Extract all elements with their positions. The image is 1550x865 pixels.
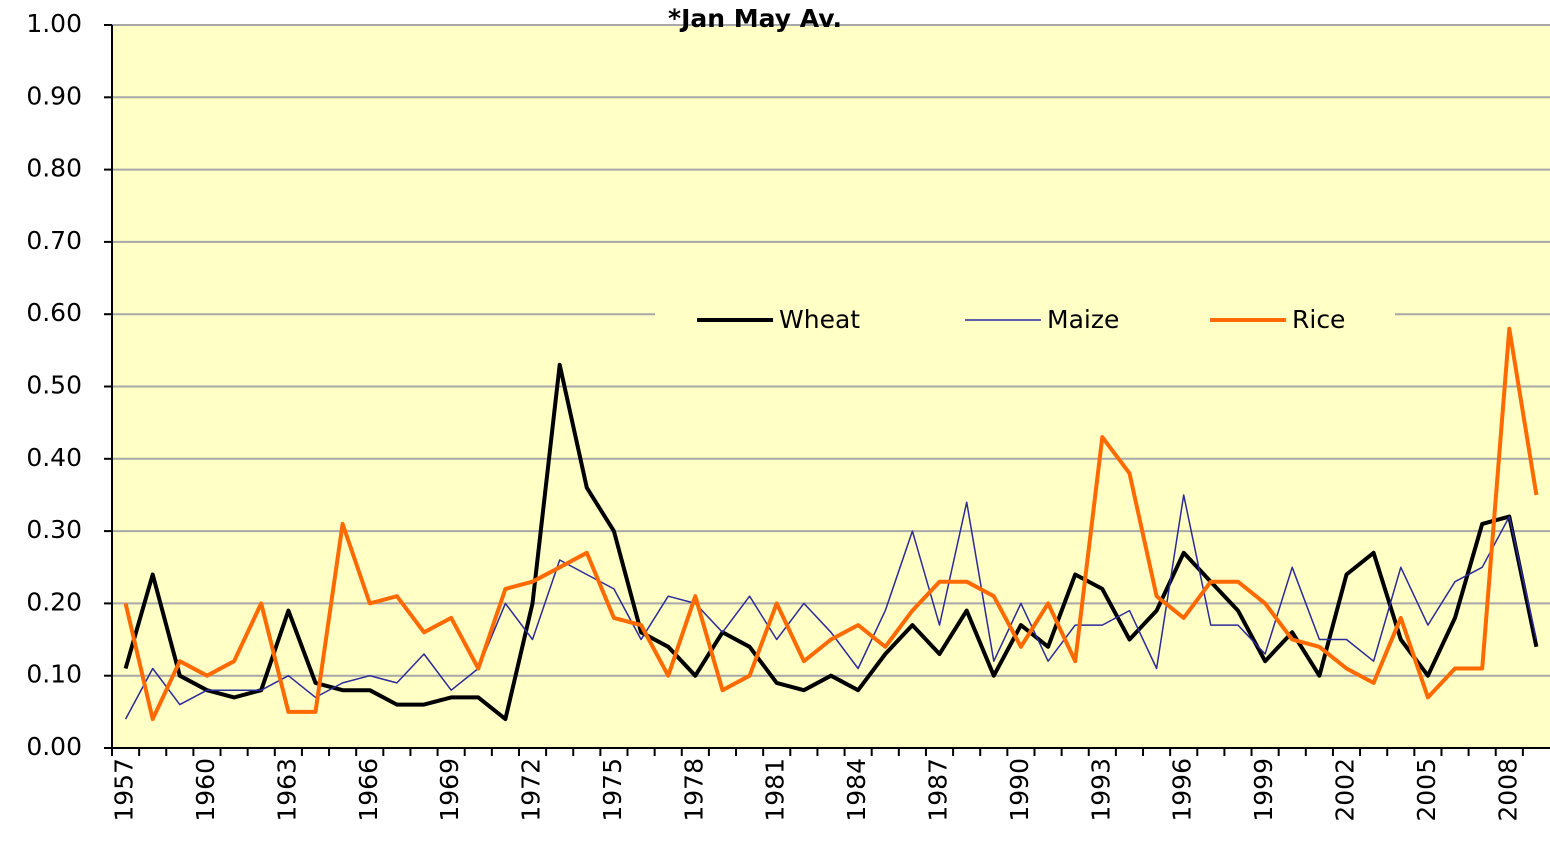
x-tick-label: 1972 bbox=[517, 758, 546, 822]
y-tick-label: 0.50 bbox=[26, 371, 82, 400]
y-tick-label: 0.00 bbox=[26, 732, 82, 761]
y-tick-label: 0.70 bbox=[26, 226, 82, 255]
legend-label: Rice bbox=[1292, 305, 1345, 334]
x-tick-label: 1981 bbox=[761, 758, 790, 822]
x-tick-label: 2005 bbox=[1412, 758, 1441, 822]
y-tick-label: 0.30 bbox=[26, 515, 82, 544]
y-tick-label: 0.60 bbox=[26, 298, 82, 327]
x-tick-label: 1990 bbox=[1005, 758, 1034, 822]
line-series bbox=[123, 326, 1539, 722]
x-tick-label: 1978 bbox=[679, 758, 708, 822]
x-tick-label: 2002 bbox=[1331, 758, 1360, 822]
x-tick-label: 1996 bbox=[1168, 758, 1197, 822]
chart-title: *Jan May Av. bbox=[668, 4, 842, 33]
x-tick-label: 1999 bbox=[1249, 758, 1278, 822]
x-tick-label: 1975 bbox=[598, 758, 627, 822]
legend-label: Maize bbox=[1047, 305, 1119, 334]
y-tick-label: 0.80 bbox=[26, 154, 82, 183]
x-tick-label: 1984 bbox=[842, 758, 871, 822]
line-series bbox=[124, 494, 1538, 720]
y-tick-label: 0.20 bbox=[26, 587, 82, 616]
line-series bbox=[123, 362, 1539, 722]
y-tick-label: 0.90 bbox=[26, 81, 82, 110]
x-tick-label: 1966 bbox=[354, 758, 383, 822]
legend-label: Wheat bbox=[779, 305, 860, 334]
x-tick-label: 1963 bbox=[272, 758, 301, 822]
x-tick-label: 2008 bbox=[1493, 758, 1522, 822]
x-tick-label: 1957 bbox=[110, 758, 139, 822]
y-tick-label: 0.10 bbox=[26, 660, 82, 689]
y-tick-label: 1.00 bbox=[26, 9, 82, 38]
x-tick-label: 1987 bbox=[924, 758, 953, 822]
x-tick-label: 1993 bbox=[1086, 758, 1115, 822]
x-tick-label: 1960 bbox=[191, 758, 220, 822]
y-tick-label: 0.40 bbox=[26, 443, 82, 472]
x-tick-label: 1969 bbox=[435, 758, 464, 822]
